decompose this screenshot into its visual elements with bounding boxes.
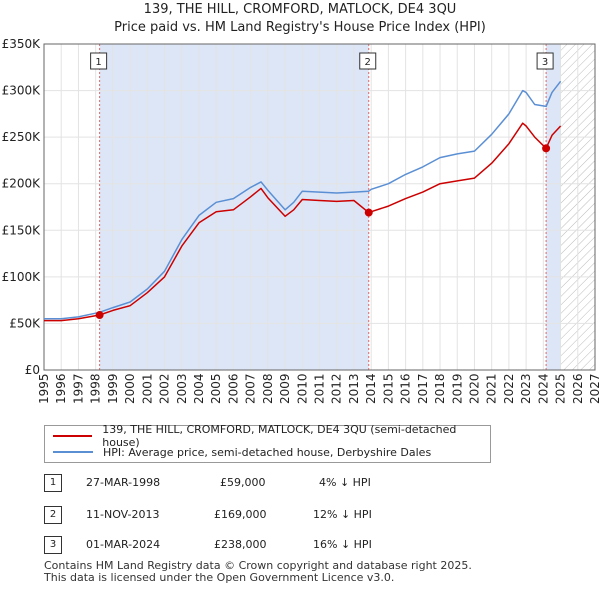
x-tick-label: 2027 bbox=[588, 373, 600, 404]
footer: Contains HM Land Registry data © Crown c… bbox=[44, 560, 472, 584]
x-tick-label: 2017 bbox=[416, 373, 430, 404]
sale-number-badge: 1 bbox=[44, 474, 62, 492]
x-tick-label: 1998 bbox=[89, 373, 103, 404]
sale-point-2 bbox=[364, 208, 373, 217]
series-line-property bbox=[44, 122, 562, 322]
sale-hpi-diff: 4% ↓ HPI bbox=[319, 476, 371, 489]
shaded-range-2 bbox=[546, 44, 561, 370]
y-tick-label: £350K bbox=[2, 37, 42, 51]
x-tick-label: 2021 bbox=[485, 373, 499, 404]
chart-title-line2: Price paid vs. HM Land Registry's House … bbox=[114, 20, 486, 35]
x-tick-label: 1996 bbox=[54, 373, 68, 404]
series-line-hpi bbox=[44, 80, 562, 320]
x-tick-label: 2004 bbox=[192, 373, 206, 404]
sale-price: £169,000 bbox=[214, 508, 267, 521]
x-tick-label: 2022 bbox=[502, 373, 516, 404]
y-tick-label: £0 bbox=[25, 363, 40, 377]
legend-item-property: 139, THE HILL, CROMFORD, MATLOCK, DE4 3Q… bbox=[53, 423, 490, 449]
legend: 139, THE HILL, CROMFORD, MATLOCK, DE4 3Q… bbox=[44, 423, 491, 463]
x-tick-label: 2003 bbox=[175, 373, 189, 404]
x-tick-label: 2023 bbox=[519, 373, 533, 404]
sale-label-box-2 bbox=[359, 52, 377, 70]
chart-title-line1: 139, THE HILL, CROMFORD, MATLOCK, DE4 3Q… bbox=[144, 2, 457, 17]
x-tick-label: 1997 bbox=[71, 373, 85, 404]
sale-number-badge: 3 bbox=[44, 536, 62, 554]
y-tick-label: £200K bbox=[2, 177, 42, 191]
sale-point-1 bbox=[95, 311, 104, 320]
sale-price: £238,000 bbox=[214, 538, 267, 551]
sale-hpi-diff: 12% ↓ HPI bbox=[313, 508, 372, 521]
x-tick-label: 2000 bbox=[123, 373, 137, 404]
sale-date: 01-MAR-2024 bbox=[86, 538, 161, 551]
y-tick-label: £150K bbox=[2, 223, 42, 237]
x-tick-label: 2015 bbox=[381, 373, 395, 404]
x-tick-label: 2025 bbox=[554, 373, 568, 404]
sale-date: 27-MAR-1998 bbox=[86, 476, 161, 489]
x-tick-label: 2010 bbox=[295, 373, 309, 404]
x-tick-label: 1995 bbox=[37, 373, 51, 404]
x-tick-label: 2001 bbox=[140, 373, 154, 404]
sale-label-2: 2 bbox=[365, 57, 371, 68]
legend-label-property: 139, THE HILL, CROMFORD, MATLOCK, DE4 3Q… bbox=[102, 423, 457, 449]
x-tick-label: 2014 bbox=[364, 373, 378, 404]
x-tick-label: 2016 bbox=[399, 373, 413, 404]
y-tick-label: £50K bbox=[9, 316, 41, 330]
x-tick-label: 2018 bbox=[433, 373, 447, 404]
x-tick-label: 2006 bbox=[226, 373, 240, 404]
table-row: 1 27-MAR-1998 £59,000 4% ↓ HPI bbox=[44, 474, 464, 496]
y-tick-label: £300K bbox=[2, 84, 42, 98]
legend-line-hpi bbox=[53, 451, 93, 453]
sale-date: 11-NOV-2013 bbox=[86, 508, 160, 521]
shaded-range-1 bbox=[99, 44, 369, 370]
x-tick-label: 2008 bbox=[261, 373, 275, 404]
x-tick-label: 2026 bbox=[571, 373, 585, 404]
x-tick-label: 2002 bbox=[158, 373, 172, 404]
x-tick-label: 2013 bbox=[347, 373, 361, 404]
sale-point-3 bbox=[542, 144, 551, 153]
sale-label-box-1 bbox=[90, 52, 108, 70]
legend-label-hpi: HPI: Average price, semi-detached house,… bbox=[103, 445, 432, 459]
plot-frame bbox=[43, 43, 596, 371]
legend-line-property bbox=[53, 435, 93, 437]
x-tick-label: 2005 bbox=[209, 373, 223, 404]
y-tick-label: £100K bbox=[2, 270, 42, 284]
x-tick-label: 2011 bbox=[313, 373, 327, 404]
sale-label-1: 1 bbox=[95, 57, 101, 68]
x-tick-label: 2019 bbox=[450, 373, 464, 404]
sale-label-3: 3 bbox=[542, 57, 548, 68]
x-tick-label: 2020 bbox=[467, 373, 481, 404]
sale-hpi-diff: 16% ↓ HPI bbox=[313, 538, 372, 551]
sale-label-box-3 bbox=[536, 52, 554, 70]
sale-price: £59,000 bbox=[220, 476, 266, 489]
table-row: 2 11-NOV-2013 £169,000 12% ↓ HPI bbox=[44, 506, 464, 528]
x-tick-label: 2007 bbox=[244, 373, 258, 404]
table-row: 3 01-MAR-2024 £238,000 16% ↓ HPI bbox=[44, 536, 464, 558]
x-tick-label: 1999 bbox=[106, 373, 120, 404]
sale-number-badge: 2 bbox=[44, 506, 62, 524]
legend-item-hpi: HPI: Average price, semi-detached house,… bbox=[53, 444, 431, 460]
footer-copyright: Contains HM Land Registry data © Crown c… bbox=[44, 559, 472, 572]
x-tick-label: 2009 bbox=[278, 373, 292, 404]
footer-licence: This data is licensed under the Open Gov… bbox=[44, 571, 395, 584]
x-tick-label: 2024 bbox=[536, 373, 550, 404]
x-tick-label: 2012 bbox=[330, 373, 344, 404]
price-chart: 139, THE HILL, CROMFORD, MATLOCK, DE4 3Q… bbox=[2, 2, 600, 404]
y-tick-label: £250K bbox=[2, 130, 42, 144]
